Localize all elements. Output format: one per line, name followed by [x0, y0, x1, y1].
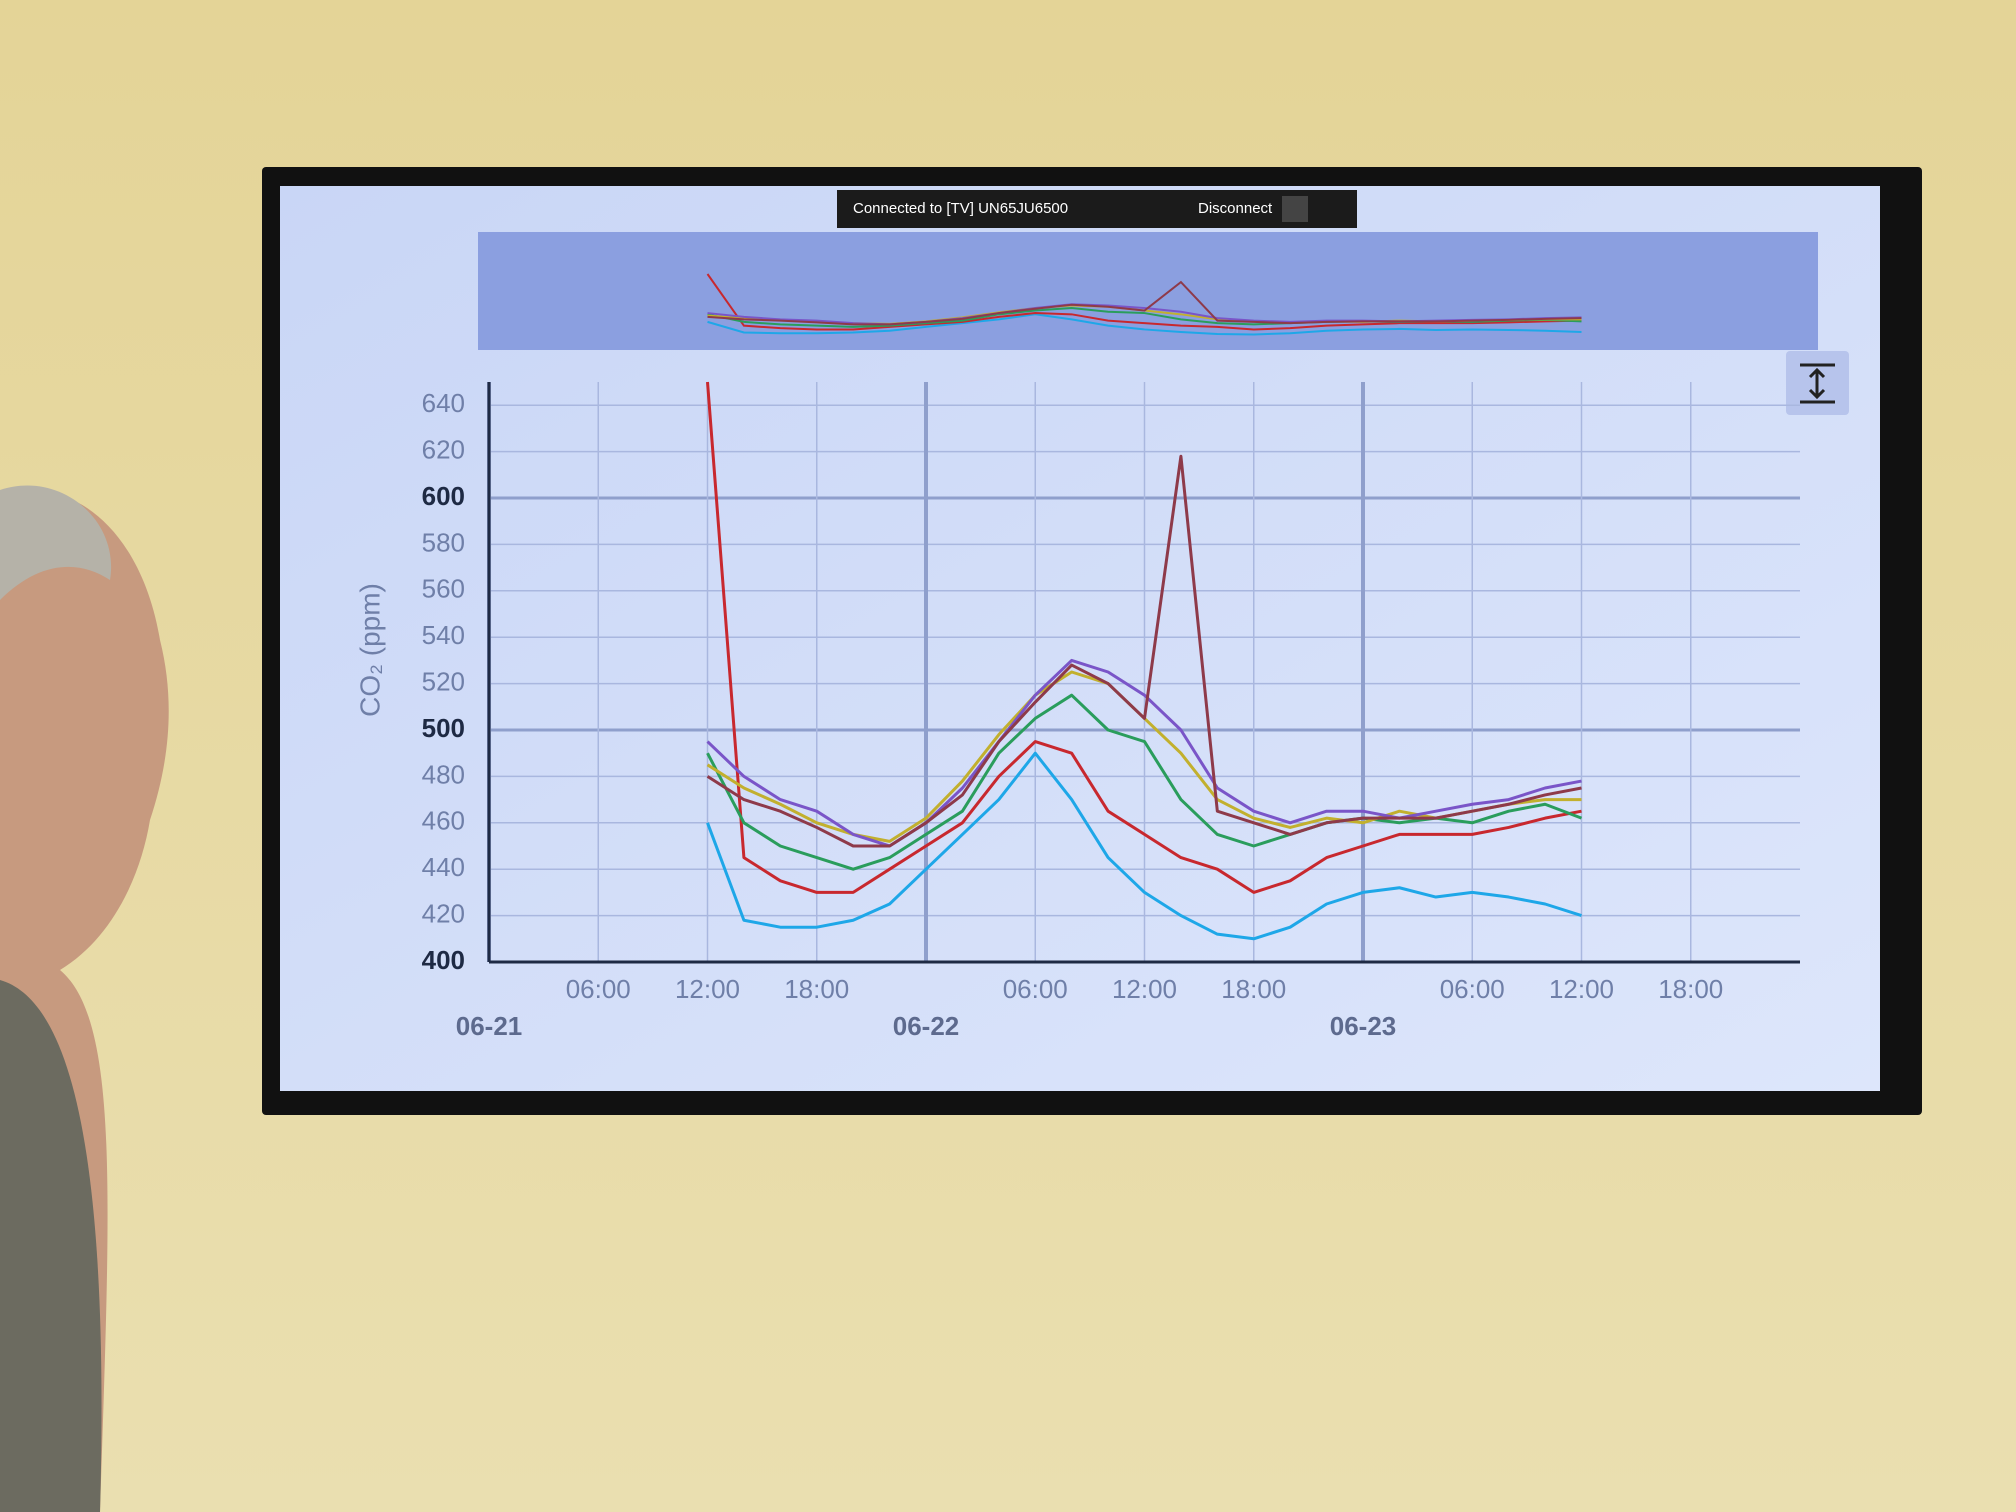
x-tick-label: 18:00 [784, 974, 849, 1004]
expand-icon [1800, 363, 1835, 404]
cast-bar [837, 190, 1357, 228]
y-tick-label: 440 [422, 852, 465, 882]
x-tick-label: 12:00 [1549, 974, 1614, 1004]
x-tick-label: 18:00 [1658, 974, 1723, 1004]
series-line [706, 751, 1582, 941]
y-tick-label: 420 [422, 898, 465, 928]
y-tick-label: 540 [422, 620, 465, 650]
plot: 400 420 440 460 480 500 520 540 560 580 600 620 640 0… [422, 381, 1800, 1041]
overview-line [707, 313, 1582, 336]
series-line [706, 454, 1582, 848]
cast-settings[interactable] [1282, 196, 1308, 222]
x-tick-label: 06-22 [893, 1011, 960, 1041]
cast-disconnect[interactable]: Disconnect [1198, 200, 1273, 217]
y-tick-label: 580 [422, 527, 465, 557]
y-tick-label: 500 [422, 713, 465, 743]
x-tick-label: 12:00 [1112, 974, 1177, 1004]
series-line [706, 381, 1582, 894]
x-tick-label: 18:00 [1221, 974, 1286, 1004]
y-tick-label: 400 [422, 945, 465, 975]
x-tick-label: 06:00 [566, 974, 631, 1004]
cast-status: Connected to [TV] UN65JU6500 [853, 200, 1068, 217]
overview-line [706, 273, 1582, 331]
y-tick-label: 460 [422, 806, 465, 836]
person-hair [0, 485, 112, 600]
y-tick-label: 560 [422, 574, 465, 604]
x-tick-label: 06:00 [1440, 974, 1505, 1004]
y-tick-label: 620 [422, 434, 465, 464]
x-tick-label: 06-23 [1330, 1011, 1397, 1041]
x-tick-label: 12:00 [675, 974, 740, 1004]
x-tick-label: 06-21 [456, 1011, 523, 1041]
y-tick-label: 480 [422, 759, 465, 789]
overview-panel [478, 232, 1818, 350]
series-line [706, 658, 1582, 848]
overview [706, 273, 1582, 336]
person-shirt [0, 980, 102, 1512]
y-axis-label: CO₂ (ppm) [354, 583, 385, 717]
x-tick-label: 06:00 [1003, 974, 1068, 1004]
y-tick-label: 520 [422, 666, 465, 696]
y-tick-label: 600 [422, 481, 465, 511]
y-tick-label: 640 [422, 388, 465, 418]
overview-line [707, 280, 1582, 326]
